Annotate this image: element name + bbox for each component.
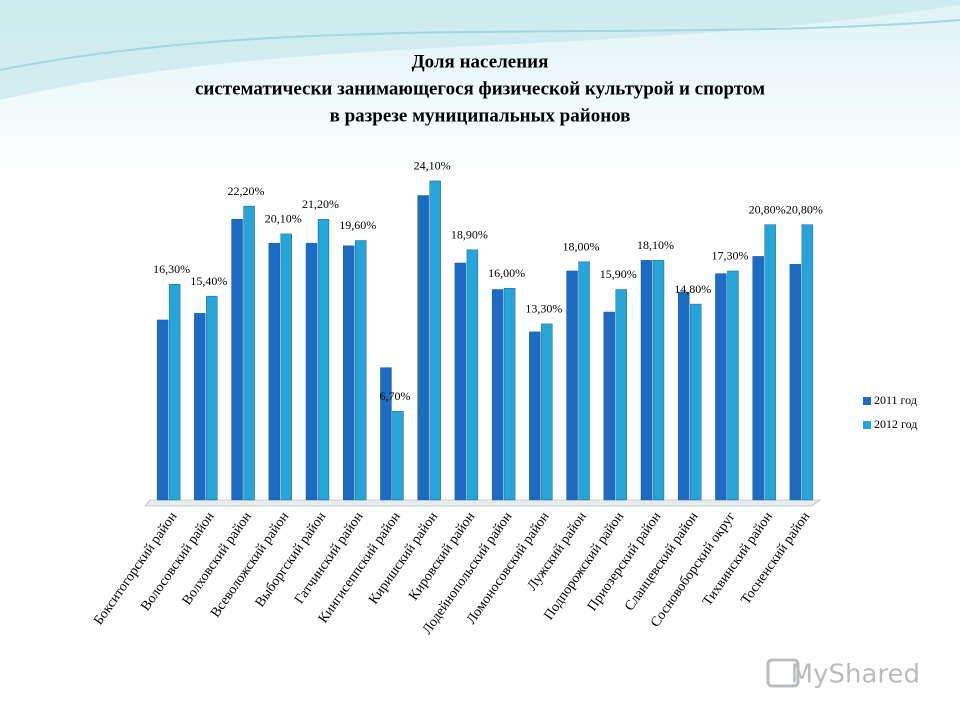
bar: [727, 270, 739, 501]
bar: [466, 249, 479, 501]
bar: [541, 323, 553, 501]
bar: [429, 180, 441, 501]
chart-title: в разрезе муниципальных районов: [330, 105, 631, 126]
value-label: 20,80%: [786, 202, 823, 216]
watermark: MyShared: [791, 660, 920, 690]
value-label: 18,90%: [451, 228, 488, 242]
legend-swatch: [863, 421, 871, 429]
bar: [392, 411, 404, 501]
bar: [380, 367, 392, 501]
bar: [503, 287, 516, 501]
bar: [231, 219, 243, 501]
value-label: 15,90%: [600, 267, 637, 281]
value-label: 15,40%: [190, 274, 227, 288]
decor-swoosh: [0, 0, 960, 100]
bar: [715, 273, 727, 501]
value-label: 17,30%: [711, 249, 748, 263]
bar: [764, 224, 776, 501]
value-label: 21,20%: [302, 197, 339, 211]
bar: [640, 260, 653, 501]
bar: [454, 262, 467, 501]
bar: [243, 205, 255, 501]
value-label: 6,70%: [379, 389, 410, 403]
plot-floor: [144, 499, 821, 507]
value-label: 18,10%: [637, 238, 674, 252]
bar: [268, 242, 280, 501]
bar: [566, 270, 578, 501]
decor-line: [0, 19, 960, 71]
bar: [206, 295, 218, 501]
bar: [578, 261, 590, 501]
value-label: 22,20%: [228, 184, 265, 198]
chart-title: Доля населения: [412, 51, 549, 72]
bar: [603, 311, 615, 501]
value-label: 14,80%: [674, 282, 711, 296]
bar: [652, 260, 665, 501]
bar: [690, 303, 702, 501]
bar: [305, 242, 318, 501]
value-label: 24,10%: [414, 159, 451, 173]
legend-label: 2011 год: [874, 393, 917, 407]
bar: [789, 264, 802, 501]
bar: [529, 331, 541, 501]
value-label: 16,30%: [153, 262, 190, 276]
value-label: 18,00%: [563, 239, 600, 253]
bar: [752, 256, 764, 501]
bar: [343, 245, 355, 501]
bar: [156, 319, 169, 501]
bar: [317, 219, 330, 501]
bar: [678, 291, 690, 501]
legend-swatch: [863, 397, 871, 405]
bar: [168, 283, 181, 501]
bar: [355, 240, 367, 501]
bar: [615, 289, 627, 501]
bar: [194, 313, 206, 501]
value-label: 16,00%: [488, 266, 525, 280]
bar: [417, 195, 429, 501]
value-label: 13,30%: [525, 302, 562, 316]
legend-label: 2012 год: [874, 417, 917, 431]
chart-title: систематически занимающегося физической …: [195, 78, 765, 99]
value-label: 19,60%: [339, 218, 376, 232]
bar: [280, 233, 292, 501]
value-label: 20,80%: [749, 202, 786, 216]
bar: [801, 224, 814, 501]
watermark-icon: [766, 658, 800, 688]
bar: [491, 289, 504, 501]
value-label: 20,10%: [265, 212, 302, 226]
